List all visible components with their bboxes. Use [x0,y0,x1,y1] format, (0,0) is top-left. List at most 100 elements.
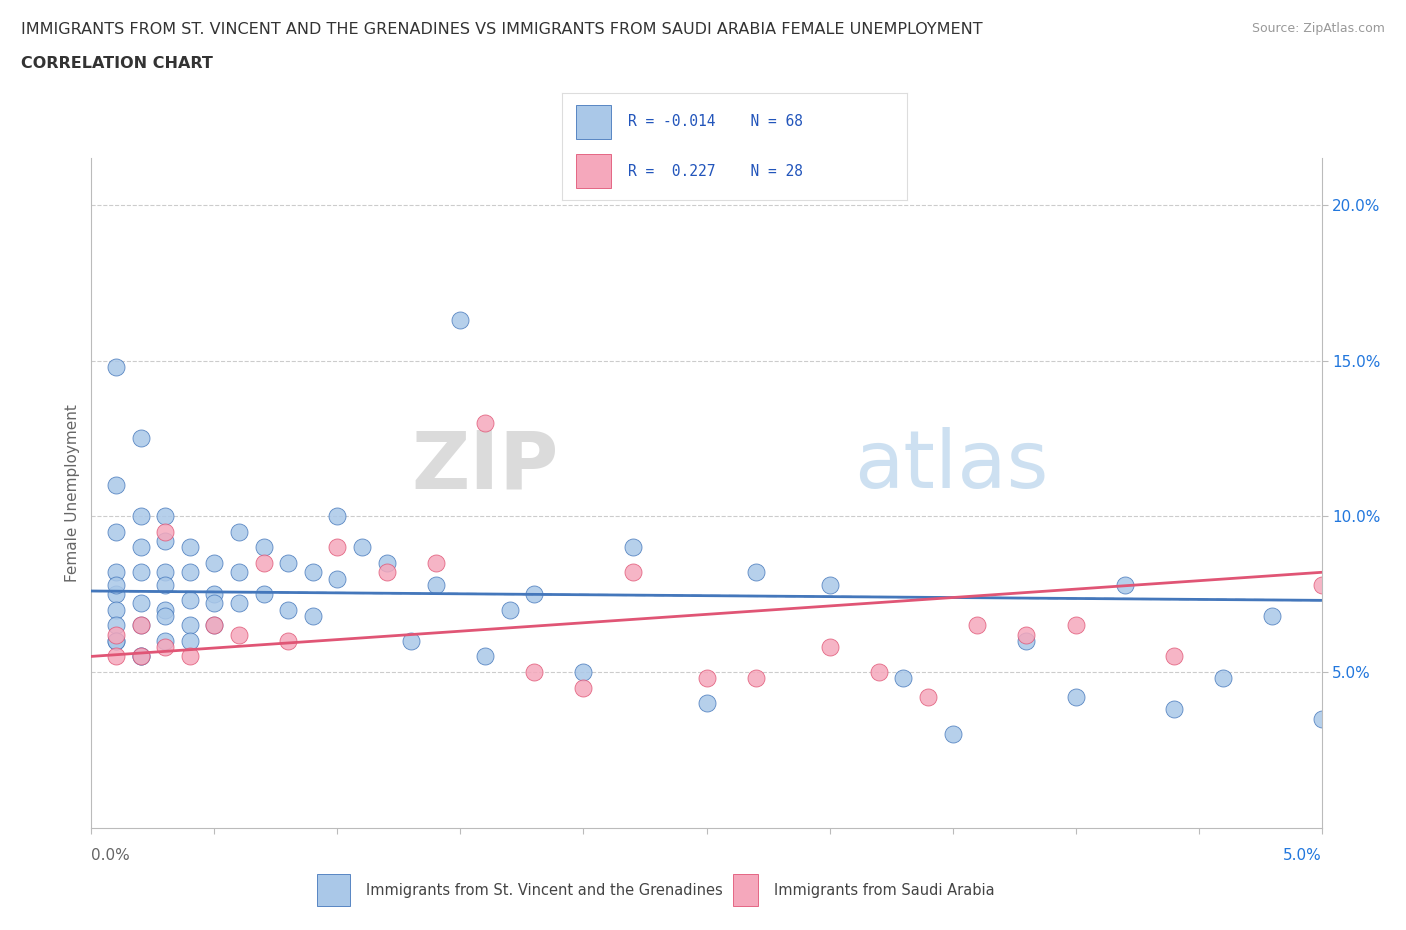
Point [202,587,225,602]
Point [745,671,768,685]
Point [474,416,496,431]
Point [105,478,127,493]
Point [153,534,177,549]
Point [129,431,152,445]
Point [572,680,595,695]
Text: R = -0.014    N = 68: R = -0.014 N = 68 [628,114,803,129]
Point [301,608,323,623]
Bar [734,874,758,906]
Point [129,596,152,611]
Point [350,540,373,555]
Point [105,525,127,539]
Point [153,565,177,579]
Point [202,618,225,632]
Point [523,665,546,680]
Point [1015,627,1038,642]
Bar [576,154,610,188]
Point [326,571,349,586]
Point [202,596,225,611]
Point [105,587,127,602]
Point [818,578,841,592]
Point [1064,689,1087,704]
Point [105,359,127,374]
Point [696,671,718,685]
Point [375,565,398,579]
Point [105,633,127,648]
Point [202,618,225,632]
Point [105,618,127,632]
Point [277,555,299,570]
Point [1114,578,1136,592]
Point [179,633,201,648]
Point [891,671,914,685]
Point [253,555,276,570]
Point [498,603,520,618]
Point [277,633,299,648]
Point [696,696,718,711]
Point [253,587,276,602]
Text: 5.0%: 5.0% [1282,848,1322,863]
Point [375,555,398,570]
Point [868,665,890,680]
Point [818,640,841,655]
Point [1163,702,1185,717]
Point [179,618,201,632]
Point [621,540,644,555]
Point [179,649,201,664]
Point [105,633,127,648]
Text: IMMIGRANTS FROM ST. VINCENT AND THE GRENADINES VS IMMIGRANTS FROM SAUDI ARABIA F: IMMIGRANTS FROM ST. VINCENT AND THE GREN… [21,22,983,37]
Point [153,525,177,539]
Point [153,633,177,648]
Bar [318,874,350,906]
Point [1015,633,1038,648]
Point [153,509,177,524]
Point [129,618,152,632]
Point [129,649,152,664]
Point [1261,608,1284,623]
Point [277,603,299,618]
Point [129,649,152,664]
Point [228,565,250,579]
Point [425,578,447,592]
Point [228,525,250,539]
Point [129,649,152,664]
Point [449,312,471,327]
Point [326,540,349,555]
Point [326,509,349,524]
Point [153,608,177,623]
Text: CORRELATION CHART: CORRELATION CHART [21,56,212,71]
Point [1163,649,1185,664]
Point [399,633,422,648]
Point [129,565,152,579]
Point [202,555,225,570]
Text: atlas: atlas [853,427,1049,505]
Text: 0.0%: 0.0% [91,848,131,863]
Point [523,587,546,602]
Point [179,540,201,555]
Point [129,540,152,555]
Point [1064,618,1087,632]
Point [301,565,323,579]
Point [105,565,127,579]
Y-axis label: Female Unemployment: Female Unemployment [65,404,80,582]
Point [942,727,965,742]
Point [253,540,276,555]
Point [917,689,939,704]
Point [425,555,447,570]
Point [621,565,644,579]
Text: ZIP: ZIP [412,427,558,505]
Point [572,665,595,680]
Point [105,627,127,642]
Point [1212,671,1234,685]
Point [745,565,768,579]
Text: R =  0.227    N = 28: R = 0.227 N = 28 [628,164,803,179]
Point [966,618,988,632]
Point [179,593,201,608]
Point [129,618,152,632]
Point [228,627,250,642]
Point [1310,711,1333,726]
Point [153,640,177,655]
Text: Immigrants from Saudi Arabia: Immigrants from Saudi Arabia [775,883,995,897]
Text: Immigrants from St. Vincent and the Grenadines: Immigrants from St. Vincent and the Gren… [367,883,723,897]
Point [474,649,496,664]
